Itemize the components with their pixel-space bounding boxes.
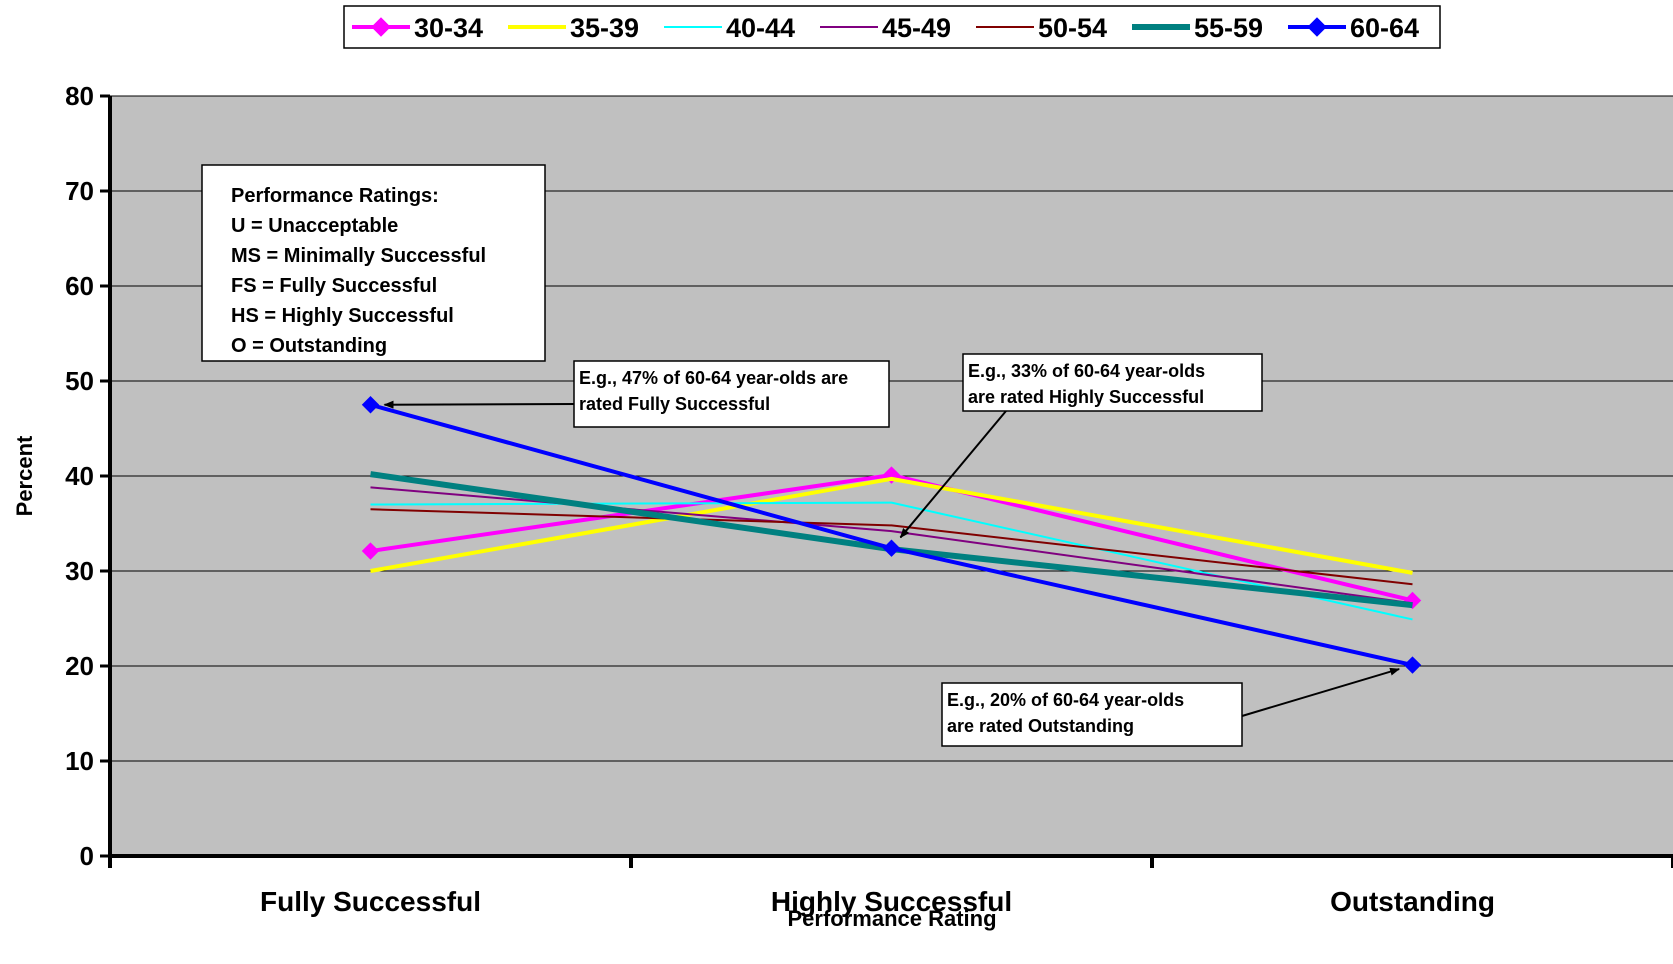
annotation-box: [962, 353, 1263, 412]
data-point: [1403, 656, 1422, 674]
legend-marker: [371, 17, 391, 37]
rating-key-frame: [201, 164, 546, 362]
rating-key-line: Performance Ratings:: [231, 185, 439, 207]
legend-label: 55-59: [1194, 13, 1263, 43]
legend-entry-60-64: 60-64: [1288, 13, 1419, 43]
data-point: [361, 396, 380, 414]
rating-key-line: U = Unacceptable: [231, 215, 398, 237]
x-tick-label: Outstanding: [1330, 886, 1495, 917]
series-line: [370, 476, 1413, 575]
annotation-arrow: [899, 410, 1007, 539]
y-tick-label: 10: [65, 746, 94, 776]
series-line: [370, 508, 1413, 586]
y-tick-label: 40: [65, 461, 94, 491]
legend-entry-30-34: 30-34: [352, 13, 483, 43]
y-tick-label: 60: [65, 271, 94, 301]
rating-key-line: FS = Fully Successful: [231, 275, 437, 297]
annotation: E.g., 33% of 60-64 year-olds are rated Hi…: [899, 353, 1263, 539]
annotation-text: E.g., 47% of 60-64 year-olds are: [579, 368, 848, 388]
y-tick-label: 30: [65, 556, 94, 586]
series-40-44: [370, 501, 1413, 621]
legend-label: 30-34: [414, 13, 483, 43]
annotation-arrow: [1241, 667, 1401, 717]
annotation-text: E.g., 33% of 60-64 year-olds: [968, 361, 1205, 381]
legend: 30-34 35-39 40-44 45-49 50-54 55-59 60-64: [343, 5, 1441, 49]
legend-entry-40-44: 40-44: [664, 13, 795, 43]
rating-key-line: MS = Minimally Successful: [231, 245, 486, 267]
legend-marker: [1307, 17, 1327, 37]
y-tick-label: 0: [80, 841, 94, 871]
annotations: E.g., 47% of 60-64 year-olds are rated Fu…: [383, 353, 1401, 747]
legend-entry-45-49: 45-49: [820, 13, 951, 43]
x-tick-label: Highly Successful: [771, 886, 1012, 917]
y-tick-label: 70: [65, 176, 94, 206]
series-35-39: [370, 476, 1413, 575]
legend-label: 45-49: [882, 13, 951, 43]
annotation-text: E.g., 20% of 60-64 year-olds: [947, 690, 1184, 710]
annotation-text: are rated Highly Successful: [968, 387, 1204, 407]
annotation: E.g., 47% of 60-64 year-olds are rated Fu…: [383, 360, 890, 428]
data-point: [882, 539, 901, 557]
data-point: [361, 542, 380, 560]
x-axis-title: Performance Rating: [787, 906, 996, 931]
legend-label: 50-54: [1038, 13, 1107, 43]
rating-key-box: Performance Ratings: U = Unacceptable MS =…: [201, 164, 546, 362]
legend-entry-50-54: 50-54: [976, 13, 1107, 43]
annotation-box: [941, 682, 1243, 747]
y-tick-label: 20: [65, 651, 94, 681]
annotation: E.g., 20% of 60-64 year-olds are rated Ou…: [941, 667, 1401, 747]
annotation-text: are rated Outstanding: [947, 716, 1134, 736]
series-lines: [361, 396, 1422, 674]
legend-entry-35-39: 35-39: [508, 13, 639, 43]
legend-label: 40-44: [726, 13, 795, 43]
rating-key-line: HS = Highly Successful: [231, 305, 454, 327]
axes: 0 10 20 30 40 50 60 70 80 Fully Successful Highly …: [65, 81, 1673, 917]
rating-key-line: O = Outstanding: [231, 335, 387, 357]
series-line: [370, 501, 1413, 621]
y-tick-label: 80: [65, 81, 94, 111]
annotation-box: [573, 360, 890, 428]
y-tick-label: 50: [65, 366, 94, 396]
legend-label: 60-64: [1350, 13, 1419, 43]
legend-entry-55-59: 55-59: [1132, 13, 1263, 43]
y-axis-title: Percent: [12, 435, 37, 516]
x-tick-label: Fully Successful: [260, 886, 481, 917]
annotation-text: rated Fully Successful: [579, 394, 770, 414]
legend-label: 35-39: [570, 13, 639, 43]
series-50-54: [370, 508, 1413, 586]
annotation-arrow: [383, 400, 578, 409]
series-60-64: [361, 396, 1422, 674]
